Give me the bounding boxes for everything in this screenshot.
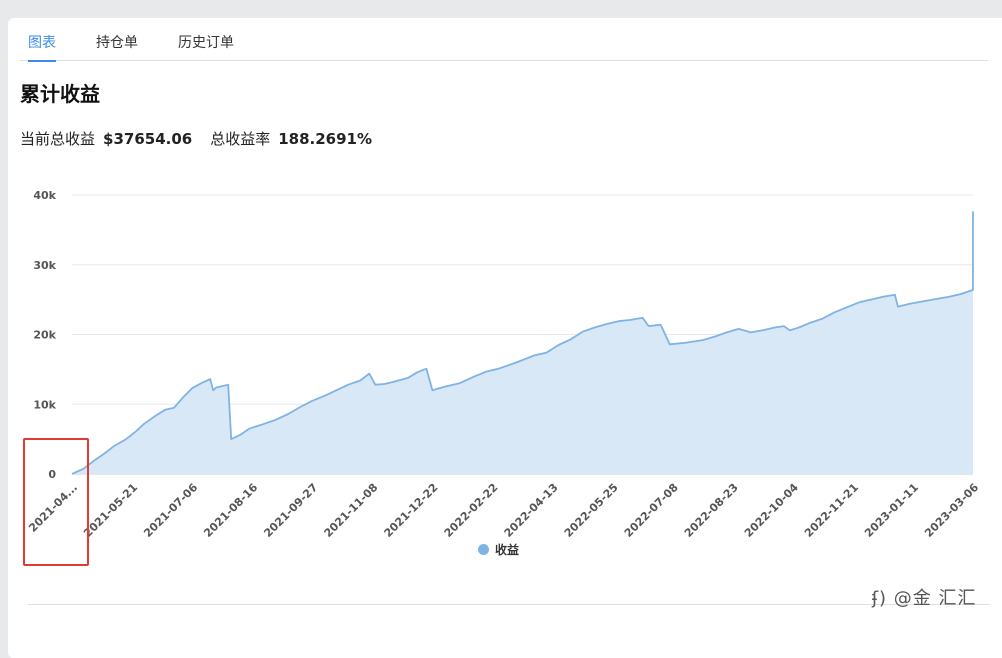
tab-bar: 图表 持仓单 历史订单 [20, 32, 988, 62]
y-tick-label: 10k [33, 398, 56, 411]
x-tick-label: 2021-08-16 [201, 481, 260, 540]
x-tick-label: 2023-01-11 [862, 481, 921, 540]
highlight-box [23, 438, 89, 566]
profit-rate-label: 总收益率 [210, 130, 271, 148]
bottom-divider [28, 604, 990, 605]
legend-series-label: 收益 [495, 543, 520, 557]
x-tick-label: 2021-12-22 [382, 481, 441, 540]
series-area [72, 211, 973, 474]
tab-positions[interactable]: 持仓单 [96, 35, 138, 51]
x-tick-label: 2022-04-13 [502, 481, 561, 540]
y-tick-label: 30k [33, 259, 56, 272]
x-tick-label: 2021-05-21 [81, 481, 140, 540]
x-tick-label: 2022-07-08 [622, 481, 681, 540]
legend-series-dot [478, 544, 489, 555]
current-profit-value: $37654.06 [103, 130, 193, 148]
x-tick-label: 2022-08-23 [682, 481, 741, 540]
x-tick-label: 2023-03-06 [922, 481, 981, 540]
x-tick-label: 2021-07-06 [141, 481, 200, 540]
x-tick-label: 2022-11-21 [802, 481, 861, 540]
chart-legend[interactable]: 收益 [478, 541, 519, 558]
page-title: 累计收益 [20, 82, 100, 106]
x-tick-label: 2021-11-08 [321, 481, 380, 540]
tab-chart[interactable]: 图表 [28, 32, 56, 62]
profit-rate-value: 188.2691% [278, 130, 373, 148]
tab-history-orders[interactable]: 历史订单 [178, 35, 234, 51]
current-profit-label: 当前总收益 [20, 130, 96, 148]
watermark: ʄ) @金 汇汇 [872, 588, 977, 609]
x-tick-label: 2022-02-22 [442, 481, 501, 540]
x-tick-label: 2022-05-25 [562, 481, 621, 540]
y-tick-label: 20k [33, 329, 56, 342]
series-line [71, 211, 974, 475]
y-tick-label: 40k [33, 189, 56, 202]
y-tick-label: 0 [48, 468, 56, 481]
x-tick-label: 2022-10-04 [742, 481, 801, 540]
stats-row: 当前总收益 $37654.06 总收益率 188.2691% [20, 128, 390, 149]
x-tick-label: 2021-09-27 [261, 481, 320, 540]
